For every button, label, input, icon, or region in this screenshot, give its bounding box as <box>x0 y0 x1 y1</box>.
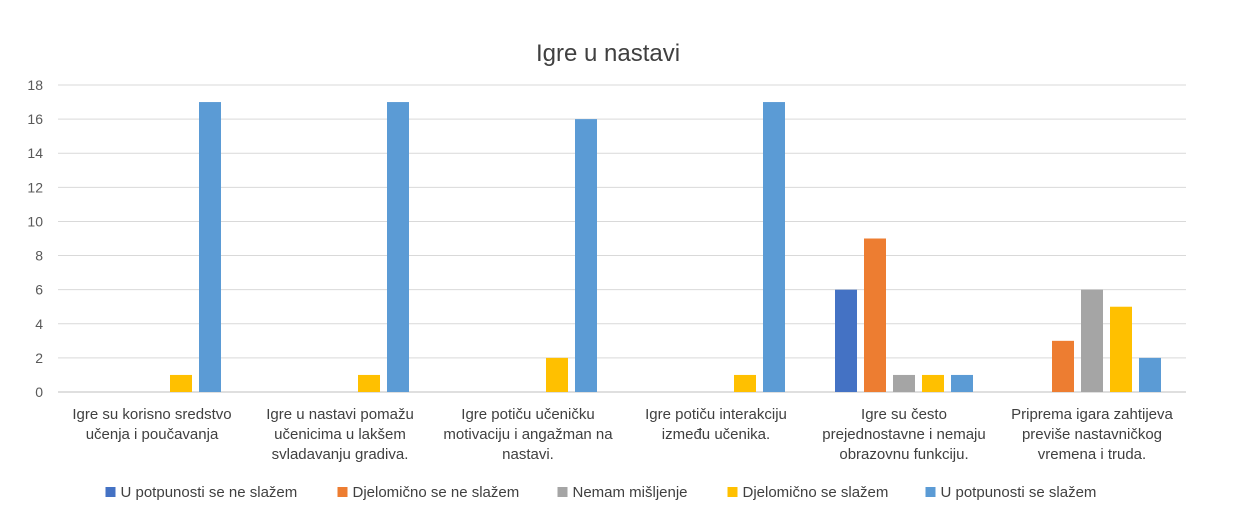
x-category-label: Priprema igara zahtijeva previše nastavni… <box>1011 406 1173 463</box>
x-category-label: Igre potiču interakciju između učenika. <box>645 406 787 443</box>
x-category-label: Igre u nastavi pomažu učenicima u lakšem s… <box>266 406 414 463</box>
bar <box>893 374 915 392</box>
bar <box>387 102 409 393</box>
legend: U potpunosti se ne slažem Djelomično se n… <box>105 484 1097 501</box>
legend-swatch <box>925 487 936 497</box>
bar <box>199 102 221 393</box>
bars <box>170 102 1161 393</box>
y-tick-label: 4 <box>35 316 43 332</box>
x-category-label: Igre su korisno sredstvo učenja i poučava… <box>72 406 231 443</box>
y-tick-label: 6 <box>35 282 43 298</box>
gridlines <box>58 84 1186 393</box>
legend-swatch <box>337 487 348 497</box>
bar <box>546 357 568 392</box>
bar <box>358 374 380 392</box>
chart-title: Igre u nastavi <box>536 40 680 67</box>
legend-swatch <box>105 487 116 497</box>
y-tick-label: 0 <box>35 384 43 400</box>
y-tick-label: 18 <box>27 77 43 93</box>
bar <box>1139 357 1161 392</box>
bar <box>835 289 857 392</box>
x-category-label: Igre potiču učeničku motivaciju i angažma… <box>443 406 613 463</box>
bar <box>1081 289 1103 392</box>
bar <box>1110 306 1132 392</box>
y-tick-label: 8 <box>35 248 43 264</box>
bar <box>763 102 785 393</box>
bar <box>575 119 597 392</box>
y-tick-label: 10 <box>27 213 43 229</box>
legend-label: Djelomično se slažem <box>743 484 889 501</box>
bar <box>734 374 756 392</box>
x-axis: Igre su korisno sredstvo učenja i poučava… <box>72 406 1173 463</box>
bar <box>170 374 192 392</box>
legend-label: Nemam mišljenje <box>573 484 688 501</box>
legend-swatch <box>727 487 738 497</box>
y-axis: 0 2 4 6 8 10 12 14 16 18 <box>27 77 43 400</box>
legend-label: Djelomično se ne slažem <box>353 484 520 501</box>
bar <box>864 238 886 392</box>
legend-label: U potpunosti se slažem <box>941 484 1097 501</box>
legend-label: U potpunosti se ne slažem <box>121 484 298 501</box>
y-tick-label: 14 <box>27 145 43 161</box>
bar <box>1052 340 1074 392</box>
bar <box>922 374 944 392</box>
y-tick-label: 2 <box>35 350 43 366</box>
x-category-label: Igre su često prejednostavne i nemaju obra… <box>822 406 985 463</box>
legend-swatch <box>557 487 568 497</box>
y-tick-label: 16 <box>27 111 43 127</box>
bar <box>951 374 973 392</box>
y-tick-label: 12 <box>27 179 43 195</box>
